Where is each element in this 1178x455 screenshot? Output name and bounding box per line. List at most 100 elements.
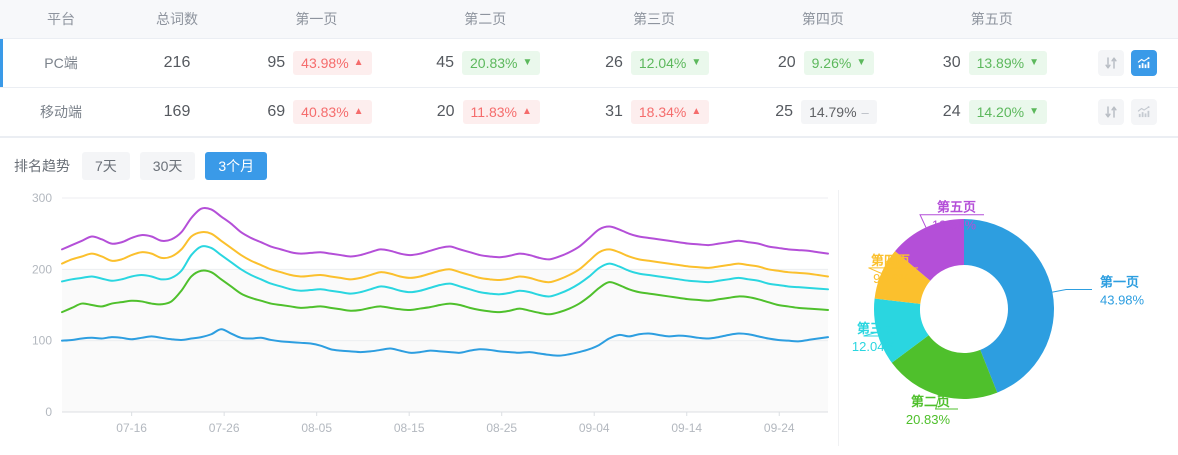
x-tick-label: 07-26: [209, 421, 240, 435]
trend-down-icon: ▼: [522, 57, 533, 68]
column-header-page-1[interactable]: 第一页: [231, 0, 401, 39]
range-tab-2[interactable]: 30天: [139, 152, 196, 180]
cell-actions: [1076, 87, 1178, 137]
y-tick-label: 100: [32, 334, 52, 348]
page-count-value: 95: [267, 54, 286, 71]
donut-leader-line: [919, 214, 984, 228]
page-percent-value: 14.79%: [809, 104, 857, 120]
page-count-value: 45: [436, 54, 455, 71]
row-action-buttons: [1076, 50, 1178, 76]
total-keywords-value: 169: [163, 103, 191, 120]
trend-up-icon: ▲: [353, 106, 364, 117]
cell-page-1: 95 43.98% ▲: [231, 38, 401, 88]
line-series: [61, 231, 829, 284]
trend-panel-header: 排名趋势 7天 30天 3个月: [0, 138, 1178, 180]
trend-down-icon: ▼: [1029, 57, 1039, 68]
table-body: PC端 216 95 43.98% ▲ 45 20.83% ▼ 26 12.04% ▼ 20 9.26%…: [0, 38, 1178, 137]
x-tick-label: 09-14: [671, 421, 702, 435]
donut-slice[interactable]: [874, 298, 929, 363]
page-percent-badge: 40.83% ▲: [293, 100, 372, 124]
page-percent-badge: 18.34% ▲: [630, 100, 710, 124]
trend-panel-title: 排名趋势: [14, 158, 70, 174]
donut-slice-value: 43.98%: [1100, 292, 1145, 307]
range-tab-3[interactable]: 3个月: [205, 152, 268, 180]
donut-leader-line: [863, 331, 904, 337]
y-tick-label: 200: [32, 262, 52, 276]
donut-slice-value: 9.26%: [873, 271, 910, 286]
page-percent-value: 13.89%: [976, 55, 1025, 71]
trend-panel: 排名趋势 7天 30天 3个月 0 100 200 300 07-16 07-26 08-05 0…: [0, 137, 1178, 454]
table-row[interactable]: PC端 216 95 43.98% ▲ 45 20.83% ▼ 26 12.04% ▼ 20 9.26%…: [0, 38, 1178, 88]
sort-icon[interactable]: [1097, 50, 1124, 76]
column-header-page-2[interactable]: 第二页: [400, 0, 570, 39]
donut-slice-label: 第四页: [871, 253, 910, 268]
bar-chart-icon[interactable]: [1130, 50, 1157, 76]
line-series: [61, 245, 829, 298]
page-metric: 95 43.98% ▲: [232, 39, 401, 87]
cell-actions: [1076, 38, 1178, 88]
column-header-page-3[interactable]: 第三页: [569, 0, 739, 39]
trend-up-icon: ▲: [691, 106, 702, 117]
donut-slice[interactable]: [895, 219, 964, 281]
trend-up-icon: ▲: [353, 57, 364, 68]
column-header-total[interactable]: 总词数: [122, 0, 232, 39]
donut-chart-svg: 第一页 43.98% 第二页 20.83% 第三页 12.04% 第四页 9.26% 第五页 13…: [852, 200, 1145, 427]
line-series: [61, 328, 829, 357]
range-tab-1[interactable]: 7天: [82, 152, 130, 180]
y-tick-label: 300: [32, 191, 52, 205]
cell-page-5: 30 13.89% ▼: [907, 38, 1077, 88]
page-count-value: 20: [436, 103, 455, 120]
page-metric: 24 14.20% ▼: [907, 88, 1076, 136]
page-count-value: 30: [942, 54, 961, 71]
page-metric: 45 20.83% ▼: [401, 39, 570, 87]
page-metric: 69 40.83% ▲: [232, 88, 401, 136]
platform-label: 移动端: [40, 104, 83, 120]
x-tick-label: 08-05: [301, 421, 332, 435]
page-percent-badge: 11.83% ▲: [462, 100, 540, 124]
table-row[interactable]: 移动端 169 69 40.83% ▲ 20 11.83% ▲ 31 18.34% ▲ 25 14.79…: [0, 87, 1178, 137]
page-metric: 30 13.89% ▼: [907, 39, 1076, 87]
page-percent-value: 11.83%: [470, 104, 517, 120]
page-count-value: 25: [775, 103, 794, 120]
page-metric: 20 11.83% ▲: [401, 88, 570, 136]
row-action-buttons: [1076, 99, 1178, 125]
table-header-row: 平台 总词数 第一页 第二页 第三页 第四页 第五页: [0, 0, 1178, 39]
page-percent-badge: 13.89% ▼: [968, 51, 1047, 75]
donut-slice-label: 第三页: [857, 321, 896, 336]
page-distribution-donut-chart[interactable]: 第一页 43.98% 第二页 20.83% 第三页 12.04% 第四页 9.26% 第五页 13…: [838, 184, 1178, 452]
line-series: [61, 206, 829, 261]
donut-slice-value: 13.89%: [932, 218, 977, 233]
page-count-value: 31: [605, 103, 623, 120]
trend-down-icon: ▼: [1029, 106, 1039, 117]
donut-slice-value: 12.04%: [852, 339, 897, 354]
donut-slice-value: 20.83%: [906, 412, 951, 427]
column-header-page-5[interactable]: 第五页: [907, 0, 1077, 39]
page-percent-badge: 14.20% ▼: [968, 100, 1047, 124]
cell-page-1: 69 40.83% ▲: [231, 87, 401, 137]
cell-page-3: 31 18.34% ▲: [569, 87, 739, 137]
rank-trend-line-chart[interactable]: 0 100 200 300 07-16 07-26 08-05 08-15 08-25 09-04…: [0, 184, 840, 452]
cell-total-keywords: 169: [122, 87, 232, 137]
donut-slice-label: 第五页: [937, 200, 976, 215]
cell-page-5: 24 14.20% ▼: [907, 87, 1077, 137]
column-header-actions: [1076, 0, 1178, 39]
donut-slice[interactable]: [891, 335, 998, 399]
column-header-platform[interactable]: 平台: [0, 0, 123, 39]
donut-slice[interactable]: [964, 219, 1054, 393]
donut-slice[interactable]: [874, 251, 931, 304]
page-percent-badge: 14.79% –: [801, 100, 877, 124]
page-percent-value: 40.83%: [301, 104, 349, 120]
donut-leader-line: [868, 267, 918, 274]
line-chart-svg: 0 100 200 300 07-16 07-26 08-05 08-15 08-25 09-04…: [32, 191, 829, 435]
bar-chart-icon[interactable]: [1130, 99, 1157, 125]
sort-icon[interactable]: [1097, 99, 1124, 125]
page-percent-value: 14.20%: [976, 104, 1025, 120]
trend-down-icon: ▼: [856, 57, 867, 68]
trend-down-icon: ▼: [691, 57, 702, 68]
donut-leader-line: [1052, 288, 1092, 293]
column-header-page-4[interactable]: 第四页: [738, 0, 908, 39]
row-selected-indicator: [0, 39, 3, 87]
trend-up-icon: ▲: [521, 106, 532, 117]
page-metric: 31 18.34% ▲: [570, 88, 739, 136]
